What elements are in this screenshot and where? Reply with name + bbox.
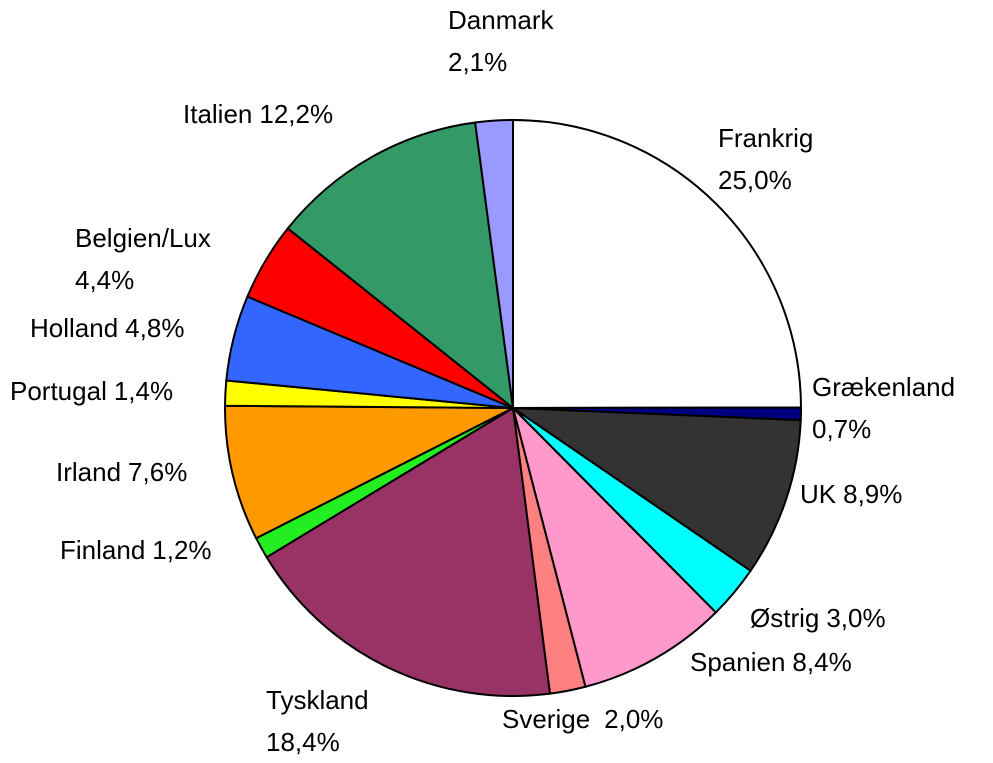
- slice-value-label: 1,2%: [152, 535, 211, 565]
- slice-value-label: 4,4%: [75, 265, 134, 295]
- slice-label: Portugal: [10, 376, 107, 406]
- slice-label-group: Spanien 8,4%: [690, 647, 852, 677]
- slice-label-group: Italien 12,2%: [183, 99, 333, 129]
- slice-value-label: 18,4%: [266, 727, 340, 757]
- slice-value-label: 2,1%: [448, 47, 507, 77]
- slice-value-label: 3,0%: [826, 603, 885, 633]
- slice-value-label: 12,2%: [259, 99, 333, 129]
- pie-slice: [265, 406, 552, 697]
- slice-label: Belgien/Lux: [75, 223, 211, 253]
- slice-label: UK: [800, 479, 837, 509]
- slice-label: Grækenland: [812, 372, 955, 402]
- slice-value-label: 8,9%: [843, 479, 902, 509]
- pie-slice: [286, 121, 515, 411]
- slice-label-group: Sverige 2,0%: [502, 704, 663, 734]
- slice-label-group: Portugal 1,4%: [10, 376, 173, 406]
- slice-label-group: UK 8,9%: [800, 479, 902, 509]
- slice-value-label: 4,8%: [125, 313, 184, 343]
- slice-value-label: 1,4%: [114, 376, 173, 406]
- pie-slice: [512, 118, 803, 410]
- slice-label: Danmark: [448, 5, 554, 35]
- slice-label: Holland: [30, 313, 118, 343]
- slice-label: Tyskland: [266, 685, 369, 715]
- slice-label: Østrig: [750, 603, 819, 633]
- slice-label: Italien: [183, 99, 252, 129]
- pie-slice: [474, 118, 514, 409]
- pie-slice: [224, 404, 514, 540]
- slice-label-group: Irland 7,6%: [56, 457, 187, 487]
- pie-slice: [511, 404, 718, 688]
- slice-value-label: 8,4%: [792, 647, 851, 677]
- slice-label: Sverige: [502, 704, 590, 734]
- slice-label: Frankrig: [718, 123, 813, 153]
- slice-value-label: 0,7%: [812, 414, 871, 444]
- slice-label: Irland: [56, 457, 121, 487]
- slice-value-label: 25,0%: [718, 165, 792, 195]
- slice-label-group: Holland 4,8%: [30, 313, 184, 343]
- pie-slice: [509, 406, 802, 573]
- slice-label-group: Østrig 3,0%: [750, 603, 886, 633]
- slice-label: Spanien: [690, 647, 785, 677]
- slice-value-label: 2,0%: [604, 704, 663, 734]
- slice-value-label: 7,6%: [128, 457, 187, 487]
- slice-label-group: Finland 1,2%: [60, 535, 212, 565]
- slice-label: Finland: [60, 535, 145, 565]
